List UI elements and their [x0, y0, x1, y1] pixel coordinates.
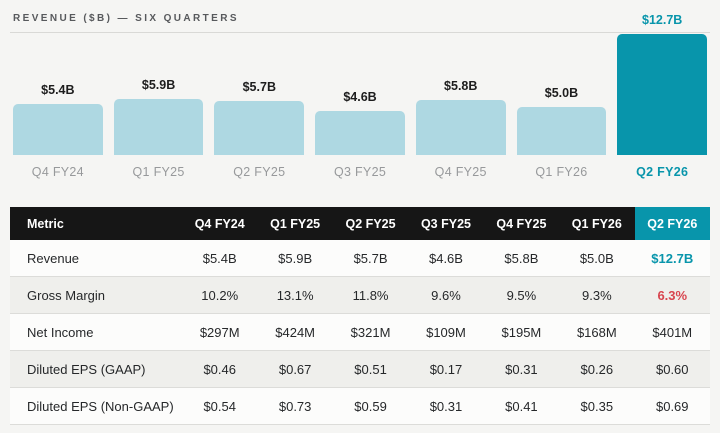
header-cell-q1-fy26: Q1 FY26: [559, 207, 635, 240]
value-cell: $0.17: [408, 350, 484, 388]
value-cell: $0.54: [182, 387, 258, 425]
value-cell: $0.73: [257, 387, 333, 425]
metrics-table: Metric Q4 FY24 Q1 FY25 Q2 FY25 Q3 FY25 Q4 FY2…: [10, 207, 710, 425]
bar-value-label-q4-fy25: $5.8B: [444, 79, 478, 93]
revenue-bar-q2-fy26: [617, 34, 708, 155]
value-cell: $0.67: [257, 350, 333, 388]
bar-slot-q1-fy25: $5.9B: [113, 33, 204, 155]
category-label-q4-fy25: Q4 FY25: [434, 165, 487, 179]
bar-value-label-q1-fy25: $5.9B: [141, 78, 176, 92]
category-label-q2-fy26: Q2 FY26: [636, 165, 689, 179]
chart-title: REVENUE ($B) — SIX QUARTERS: [13, 13, 239, 24]
bar-value-label-q4-fy24: $5.4B: [41, 83, 75, 97]
bar-slot-q4-fy24: $5.4B: [13, 33, 103, 155]
category-label-q3-fy25: Q3 FY25: [333, 165, 387, 179]
value-cell: $0.31: [483, 350, 560, 388]
metric-cell-diluted-eps-non-gaap: Diluted EPS (Non-GAAP): [10, 387, 182, 425]
value-cell: 11.8%: [332, 276, 409, 314]
category-label-q1-fy26: Q1 FY26: [535, 165, 588, 179]
metric-cell-diluted-eps-gaap: Diluted EPS (GAAP): [10, 350, 182, 388]
bar-value-label-q1-fy26: $5.0B: [544, 86, 579, 100]
bar-slot-q3-fy25: $4.6B: [315, 33, 405, 155]
value-cell: 10.2%: [182, 276, 258, 314]
table-row-gross-margin: Gross Margin 10.2% 13.1% 11.8% 9.6% 9.5% 9.3% 6…: [10, 276, 710, 314]
bar-slot-q2-fy26: $12.7B: [617, 13, 708, 155]
category-label-q4-fy24: Q4 FY24: [31, 165, 84, 179]
chart-divider: [10, 32, 710, 33]
header-cell-q2-fy26: Q2 FY26: [634, 207, 710, 240]
header-cell-q1-fy25: Q1 FY25: [257, 207, 333, 240]
revenue-chart-section: REVENUE ($B) — SIX QUARTERS $5.4B $5.9B $5…: [10, 0, 710, 179]
value-cell: $0.69: [634, 387, 710, 425]
value-cell: 13.1%: [257, 276, 333, 314]
value-cell: $5.4B: [182, 240, 258, 277]
value-cell: $109M: [408, 313, 484, 351]
bar-slot-q2-fy25: $5.7B: [214, 33, 305, 155]
value-cell: $5.7B: [332, 240, 409, 277]
value-cell: $5.8B: [483, 240, 560, 277]
category-labels-row: Q4 FY24 Q1 FY25 Q2 FY25 Q3 FY25 Q4 FY25 Q1 FY…: [10, 155, 710, 179]
value-cell: $0.31: [408, 387, 484, 425]
value-cell: $424M: [257, 313, 333, 351]
value-cell: $5.9B: [257, 240, 333, 277]
revenue-bar-q4-fy24: [13, 104, 103, 155]
value-cell: $12.7B: [634, 240, 710, 277]
value-cell: $0.51: [332, 350, 409, 388]
bar-slot-q4-fy25: $5.8B: [415, 33, 506, 155]
bars-row: $5.4B $5.9B $5.7B $4.6B $5.8B $5.0B $12.7B: [10, 13, 710, 155]
value-cell: $401M: [634, 313, 710, 351]
bar-value-label-q2-fy25: $5.7B: [242, 80, 276, 94]
header-cell-q3-fy25: Q3 FY25: [408, 207, 484, 240]
header-row: Metric Q4 FY24 Q1 FY25 Q2 FY25 Q3 FY25 Q4 FY2…: [10, 207, 710, 240]
table-row-net-income: Net Income $297M $424M $321M $109M $195M $168M…: [10, 313, 710, 351]
value-cell: $0.59: [332, 387, 409, 425]
header-cell-q4-fy24: Q4 FY24: [182, 207, 258, 240]
value-cell: $0.46: [182, 350, 258, 388]
bar-value-label-q2-fy26: $12.7B: [642, 13, 683, 27]
value-cell: 9.3%: [559, 276, 635, 314]
table-row-revenue: Revenue $5.4B $5.9B $5.7B $4.6B $5.8B $5.0B $12…: [10, 240, 710, 277]
metric-cell-revenue: Revenue: [10, 240, 182, 277]
value-cell: $5.0B: [559, 240, 635, 277]
metrics-table-head: Metric Q4 FY24 Q1 FY25 Q2 FY25 Q3 FY25 Q4 FY2…: [10, 207, 710, 240]
table-row-diluted-eps-gaap: Diluted EPS (GAAP) $0.46 $0.67 $0.51 $0.17 $0…: [10, 350, 710, 388]
value-cell: $4.6B: [408, 240, 484, 277]
value-cell: $297M: [182, 313, 258, 351]
category-label-q2-fy25: Q2 FY25: [233, 165, 286, 179]
value-cell: 6.3%: [634, 276, 710, 314]
header-cell-q2-fy25: Q2 FY25: [332, 207, 409, 240]
revenue-bar-q3-fy25: [315, 111, 405, 155]
header-cell-metric: Metric: [10, 207, 182, 240]
bar-value-label-q3-fy25: $4.6B: [343, 90, 377, 104]
category-label-q1-fy25: Q1 FY25: [132, 165, 185, 179]
revenue-bar-q4-fy25: [415, 100, 506, 155]
value-cell: $0.26: [559, 350, 635, 388]
metric-cell-gross-margin: Gross Margin: [10, 276, 182, 314]
value-cell: $195M: [483, 313, 560, 351]
revenue-bar-q2-fy25: [214, 101, 305, 155]
metrics-table-body: Revenue $5.4B $5.9B $5.7B $4.6B $5.8B $5.0B $12…: [10, 240, 710, 425]
value-cell: $0.35: [559, 387, 635, 425]
value-cell: $0.60: [634, 350, 710, 388]
header-cell-q4-fy25: Q4 FY25: [483, 207, 560, 240]
metric-cell-net-income: Net Income: [10, 313, 182, 351]
revenue-bar-q1-fy25: [113, 99, 204, 155]
value-cell: $321M: [332, 313, 409, 351]
value-cell: $168M: [559, 313, 635, 351]
bar-slot-q1-fy26: $5.0B: [516, 33, 607, 155]
revenue-bar-q1-fy26: [516, 107, 607, 155]
value-cell: $0.41: [483, 387, 560, 425]
table-row-diluted-eps-non-gaap: Diluted EPS (Non-GAAP) $0.54 $0.73 $0.59 $0.…: [10, 387, 710, 425]
value-cell: 9.5%: [483, 276, 560, 314]
value-cell: 9.6%: [408, 276, 484, 314]
